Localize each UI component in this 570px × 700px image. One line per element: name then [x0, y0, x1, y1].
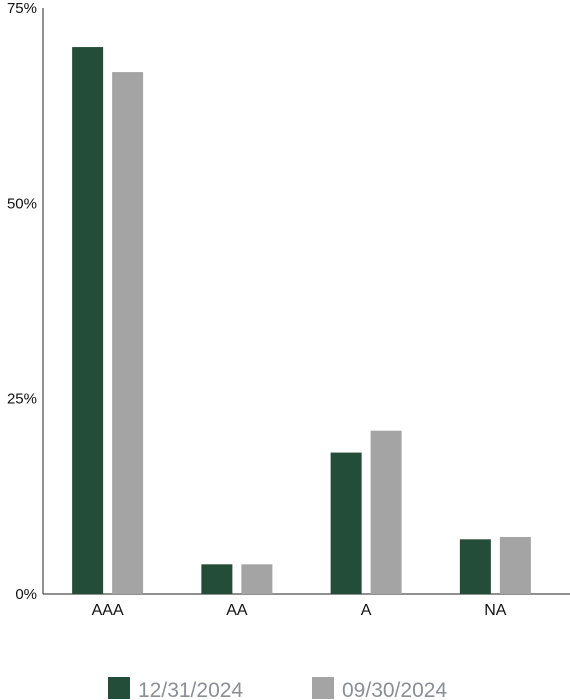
- bar-aaa-series-1: [72, 47, 104, 595]
- x-category-label: AA: [226, 602, 248, 619]
- bar-aa-series-2: [241, 564, 273, 594]
- bar-a-series-2: [370, 430, 402, 594]
- y-tick-label: 50%: [7, 195, 37, 212]
- legend-swatch: [312, 677, 334, 699]
- x-category-labels: AAA AA A NA: [92, 602, 507, 619]
- bar-aa-series-1: [201, 564, 233, 594]
- bar-na-series-1: [459, 539, 491, 594]
- y-tick-label: 75%: [7, 0, 37, 17]
- bar-a-series-1: [330, 452, 362, 594]
- y-tick-label: 25%: [7, 391, 37, 408]
- y-tick-label: 0%: [15, 586, 37, 603]
- legend-swatch: [108, 677, 130, 699]
- bar-aaa-series-2: [112, 72, 144, 594]
- x-category-label: A: [361, 602, 372, 619]
- legend-label: 09/30/2024: [342, 679, 447, 700]
- bars: [72, 47, 531, 595]
- bar-na-series-2: [499, 536, 531, 594]
- x-category-label: AAA: [92, 602, 124, 619]
- legend: 12/31/2024 09/30/2024: [108, 677, 447, 700]
- y-tick-labels: 0% 25% 50% 75%: [7, 0, 37, 603]
- legend-label: 12/31/2024: [138, 679, 243, 700]
- x-category-label: NA: [484, 602, 507, 619]
